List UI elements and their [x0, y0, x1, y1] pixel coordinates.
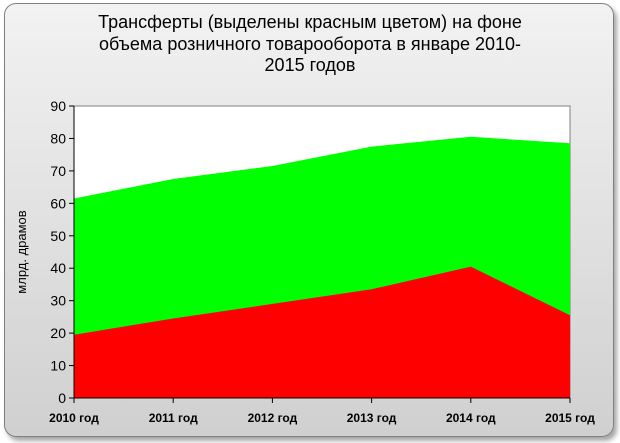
y-axis-label: млрд. драмов	[14, 210, 29, 293]
y-tick-label: 90	[50, 98, 66, 114]
axes: 0 10 20 30 40 50 60 70 80 90 2010 год 2011 год 2012 …	[49, 98, 595, 425]
y-tick-label: 40	[50, 260, 66, 276]
y-tick-label: 50	[50, 228, 66, 244]
y-tick-label: 20	[50, 325, 66, 341]
chart-title-line: объема розничного товарооборота в январе…	[98, 33, 522, 54]
y-tick-label: 30	[50, 293, 66, 309]
y-tick-label: 60	[50, 195, 66, 211]
x-tick-label: 2010 год	[49, 411, 99, 425]
chart-title-line: 2015 годов	[264, 55, 356, 75]
y-tick-label: 0	[58, 390, 66, 406]
series-area-red	[74, 266, 570, 398]
series-areas	[74, 136, 570, 399]
x-tick-label: 2013 год	[347, 411, 397, 425]
x-tick-label: 2012 год	[248, 411, 298, 425]
x-tick-label: 2011 год	[149, 411, 198, 425]
x-tick-label: 2014 год	[446, 411, 496, 425]
chart-title-line: Трансферты (выделены красным цветом) на …	[98, 12, 522, 32]
y-tick-label: 80	[50, 130, 66, 146]
chart-title: Трансферты (выделены красным цветом) на …	[20, 12, 600, 77]
x-tick-label: 2015 год	[545, 411, 595, 425]
y-tick-label: 70	[50, 163, 66, 179]
y-tick-label: 10	[50, 358, 66, 374]
